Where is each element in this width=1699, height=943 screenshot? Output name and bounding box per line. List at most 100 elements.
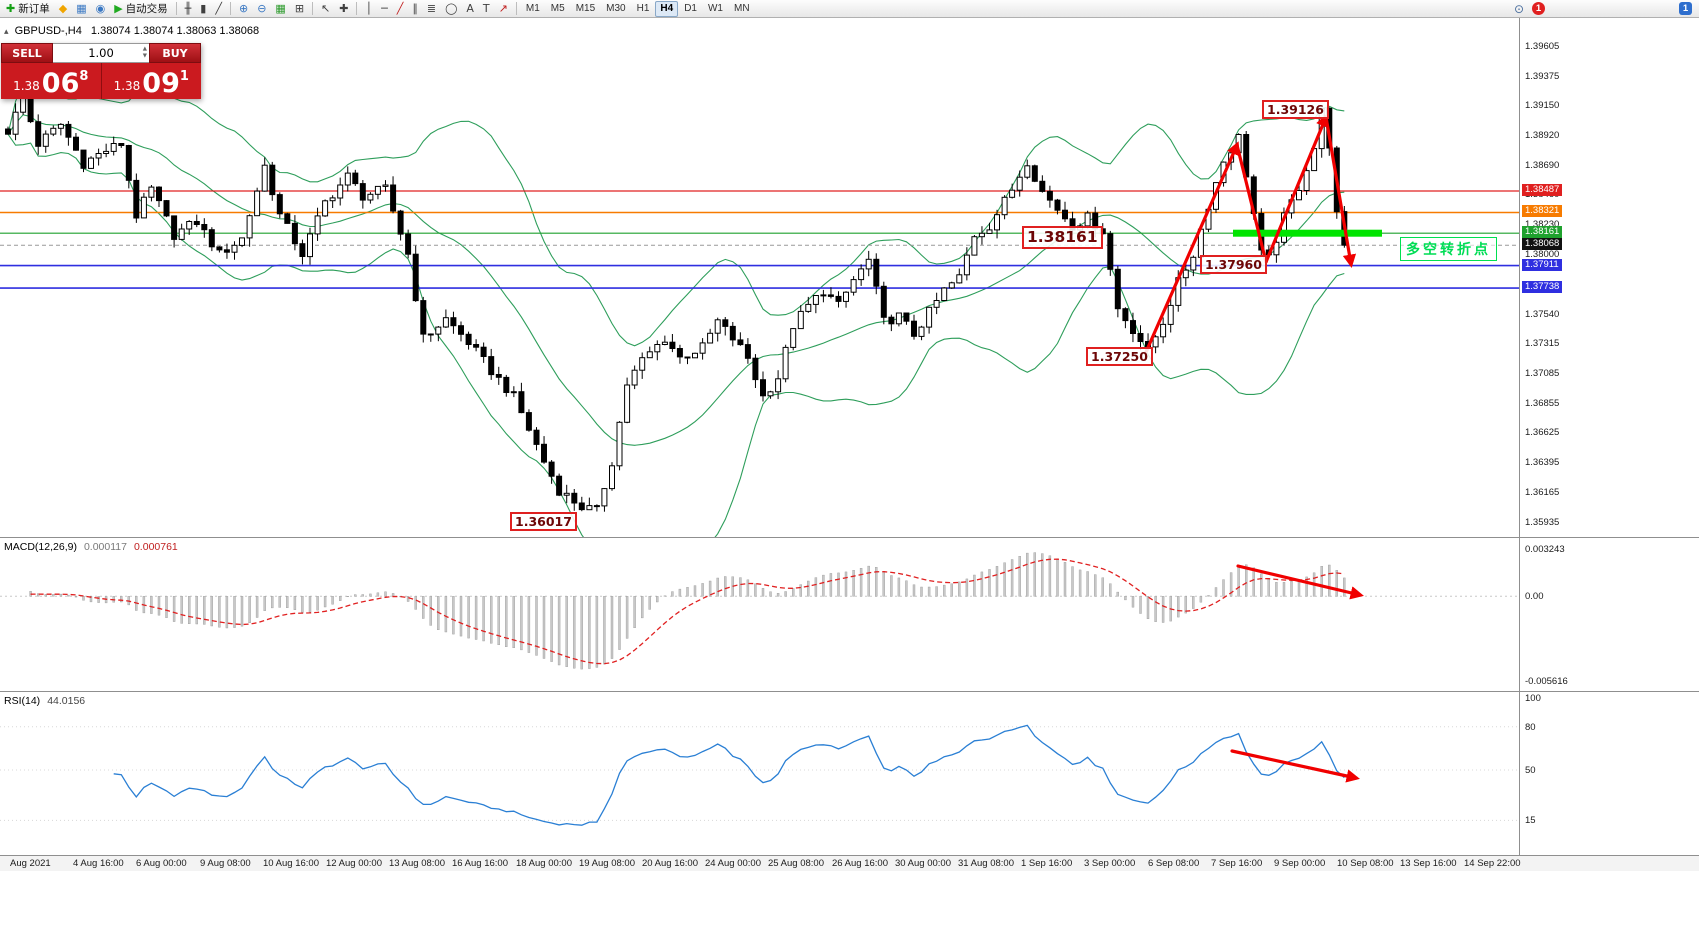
- trend-arrow[interactable]: [1235, 143, 1268, 264]
- text-button[interactable]: A: [462, 1, 478, 17]
- rsi-tick-label: 80: [1525, 722, 1536, 733]
- zoom-in-icon: ⊕: [238, 2, 249, 15]
- arrows-button[interactable]: ↗: [495, 1, 512, 17]
- timeframe-h4-button[interactable]: H4: [655, 0, 679, 17]
- price-tick-label: 1.36855: [1525, 398, 1560, 409]
- time-axis: Aug 2021 4 Aug 16:00 6 Aug 00:00 9 Aug 08:0…: [0, 855, 1699, 871]
- alert-badge[interactable]: 1: [1532, 2, 1545, 15]
- trendline-button[interactable]: ╱: [393, 1, 408, 17]
- macd-header: MACD(12,26,9) 0.000117 0.000761: [4, 541, 178, 553]
- macd-tick-label: 0.003243: [1525, 544, 1565, 555]
- line-chart-icon: ╱: [215, 2, 222, 15]
- price-annotation[interactable]: 1.37960: [1200, 255, 1267, 274]
- rsi-title: RSI(14): [4, 695, 41, 707]
- ellipse-icon: ◯: [445, 2, 458, 15]
- time-tick-label: 13 Aug 08:00: [389, 858, 445, 869]
- price-tick-label: 1.38230: [1525, 219, 1560, 230]
- candle-chart-button[interactable]: ▮: [196, 1, 210, 17]
- timeframe-mn-button[interactable]: MN: [729, 1, 755, 17]
- trend-arrow[interactable]: [1236, 564, 1364, 600]
- trend-arrow[interactable]: [1324, 115, 1357, 268]
- timeframe-d1-button[interactable]: D1: [679, 1, 702, 17]
- toolbar-separator: [229, 2, 231, 15]
- spinner-up-icon[interactable]: ▲: [142, 46, 147, 52]
- lot-spinner[interactable]: ▲ ▼: [143, 46, 147, 60]
- one-click-trading-widget: SELL 1.00 ▲ ▼ BUY 1.38 06 8: [1, 43, 201, 99]
- vertical-line-button[interactable]: │: [361, 1, 376, 17]
- timeframe-m30-button[interactable]: M30: [601, 1, 630, 17]
- macd-chart[interactable]: [0, 538, 1519, 692]
- window-count-badge[interactable]: 1: [1679, 2, 1692, 15]
- collapse-trade-panel-icon[interactable]: ▴: [4, 26, 9, 36]
- time-tick-label: 13 Sep 16:00: [1400, 858, 1457, 869]
- crosshair-icon: ✚: [339, 2, 349, 15]
- timeframe-m15-button[interactable]: M15: [571, 1, 600, 17]
- price-annotation[interactable]: 1.38161: [1022, 226, 1103, 249]
- bar-chart-button[interactable]: ╫: [181, 1, 196, 17]
- price-tick-label: 1.35935: [1525, 517, 1560, 528]
- shapes-button[interactable]: ◯: [441, 1, 461, 17]
- data-window-button[interactable]: ◉: [92, 1, 110, 17]
- new-chart-icon: ⊞: [294, 2, 305, 15]
- market-watch-button[interactable]: ▦: [72, 1, 90, 17]
- new-order-button[interactable]: ✚ 新订单: [2, 1, 54, 17]
- timeframe-m5-button[interactable]: M5: [546, 1, 570, 17]
- time-tick-label: Aug 2021: [10, 858, 51, 869]
- new-order-icon: ✚: [6, 2, 16, 15]
- tile-windows-button[interactable]: ▦: [271, 1, 289, 17]
- new-chart-button[interactable]: ⊞: [291, 1, 308, 17]
- price-tick-label: 1.39375: [1525, 71, 1560, 82]
- label-icon: T: [482, 2, 490, 15]
- time-tick-label: 18 Aug 00:00: [516, 858, 572, 869]
- buy-price-display[interactable]: 1.38 09 1: [100, 63, 202, 100]
- buy-button[interactable]: BUY: [149, 43, 201, 63]
- arrow-object-icon: ↗: [498, 2, 508, 15]
- price-annotation[interactable]: 1.39126: [1262, 100, 1329, 119]
- price-annotation[interactable]: 1.36017: [510, 512, 577, 531]
- new-order-button-label: 新订单: [18, 3, 50, 15]
- trend-arrow[interactable]: [1264, 113, 1329, 264]
- rsi-chart[interactable]: [0, 692, 1519, 856]
- buy-price-big: 09: [142, 68, 180, 100]
- timeframe-m1-button[interactable]: M1: [521, 1, 545, 17]
- time-tick-label: 4 Aug 16:00: [73, 858, 124, 869]
- zoom-out-button[interactable]: ⊖: [253, 1, 270, 17]
- autotrade-button[interactable]: ▶ 自动交易: [110, 1, 171, 17]
- time-tick-label: 25 Aug 08:00: [768, 858, 824, 869]
- spinner-down-icon[interactable]: ▼: [142, 53, 147, 60]
- buy-price-sup: 1: [179, 69, 189, 84]
- label-button[interactable]: T: [479, 1, 494, 17]
- zoom-in-button[interactable]: ⊕: [235, 1, 252, 17]
- price-annotation[interactable]: 1.37250: [1086, 347, 1153, 366]
- sell-button[interactable]: SELL: [1, 43, 53, 63]
- candlestick-chart[interactable]: [0, 18, 1519, 537]
- trend-arrow[interactable]: [1144, 141, 1240, 354]
- channel-button[interactable]: ∥: [408, 1, 422, 17]
- time-tick-label: 1 Sep 16:00: [1021, 858, 1073, 869]
- crosshair-button[interactable]: ✚: [335, 1, 352, 17]
- toolbar-separator: [175, 2, 177, 15]
- timeframe-w1-button[interactable]: W1: [703, 1, 728, 17]
- pivot-green-bar: [1233, 229, 1382, 237]
- sell-price-display[interactable]: 1.38 06 8: [1, 63, 101, 99]
- horizontal-line-button[interactable]: ─: [377, 1, 392, 17]
- search-icon[interactable]: ⊙: [1513, 1, 1524, 16]
- lot-size-input[interactable]: 1.00 ▲ ▼: [53, 43, 149, 63]
- rsi-tick-label: 15: [1525, 815, 1536, 826]
- timeframe-h1-button[interactable]: H1: [632, 1, 655, 17]
- tile-windows-icon: ▦: [275, 2, 286, 15]
- diamond-icon: ◆: [58, 2, 68, 15]
- macd-tick-label: 0.00: [1525, 591, 1544, 602]
- chart-window-icon: ▦: [76, 2, 87, 15]
- horizontal-line-icon: ─: [381, 2, 388, 15]
- favorites-button[interactable]: ◆: [55, 1, 71, 17]
- price-level-tag: 1.38161: [1522, 226, 1563, 238]
- turning-point-label[interactable]: 多空转折点: [1400, 237, 1497, 261]
- line-chart-button[interactable]: ╱: [211, 1, 226, 17]
- fibonacci-button[interactable]: ≣: [423, 1, 440, 17]
- cursor-button[interactable]: ↖: [317, 1, 334, 17]
- price-tick-label: 1.38000: [1525, 249, 1560, 260]
- time-tick-label: 20 Aug 16:00: [642, 858, 698, 869]
- trend-arrow[interactable]: [1230, 749, 1360, 783]
